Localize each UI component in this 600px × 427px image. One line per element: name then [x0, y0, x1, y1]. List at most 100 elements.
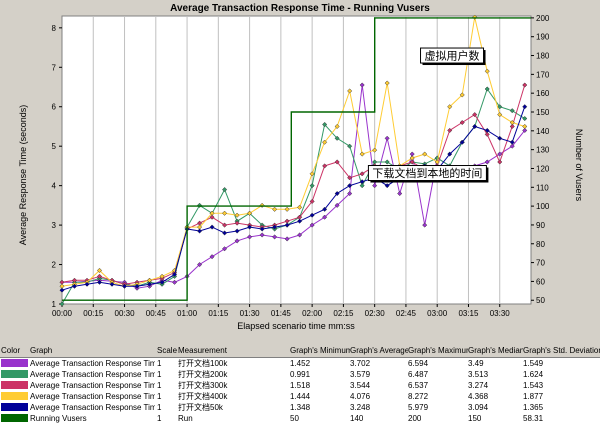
series-point: [297, 204, 303, 210]
header-measurement[interactable]: Measurement: [178, 346, 227, 355]
graph-cell: Average Transaction Response Time: [30, 403, 155, 412]
color-swatch: [1, 414, 28, 422]
series-point: [497, 112, 503, 118]
minimum-cell: 1.348: [290, 403, 311, 412]
series-point: [197, 202, 203, 208]
legend-row[interactable]: Average Transaction Response Time 1 打开文档…: [0, 391, 600, 402]
series-point: [347, 190, 353, 197]
series-point: [322, 163, 328, 169]
series-point: [259, 226, 265, 232]
median-cell: 3.094: [468, 403, 489, 412]
header-maximum[interactable]: Graph's Maximum: [408, 346, 468, 355]
series-point: [259, 232, 265, 238]
measurement-cell: 打开文档400k: [178, 392, 228, 401]
annotation-callout: 虚拟用户数: [420, 47, 486, 66]
series-point: [59, 301, 65, 307]
x-tick-label: 01:15: [208, 309, 229, 318]
series-line: [61, 17, 525, 287]
y2-tick-label: 70: [536, 259, 545, 268]
series-point: [447, 104, 453, 110]
x-tick-label: 02:45: [396, 309, 417, 318]
series-point: [509, 119, 515, 126]
y-tick-label: 6: [52, 103, 57, 112]
series-point: [359, 82, 365, 88]
series-point: [297, 218, 303, 224]
series-point: [222, 222, 228, 228]
series-point: [209, 210, 215, 216]
axes: 00:00 00:15 00:30 00:45 01:00 01:15 01:30 01:45…: [52, 14, 550, 318]
series-point: [222, 230, 228, 236]
series-point: [459, 92, 465, 98]
series-point: [334, 123, 340, 130]
series-point: [422, 222, 428, 228]
legend-row[interactable]: Running Vusers 1 Run 50 140 200 150 58.3…: [0, 413, 600, 424]
median-cell: 3.49: [468, 359, 484, 368]
header-scale[interactable]: Scale: [157, 346, 177, 355]
scale-cell: 1: [157, 403, 162, 412]
series-point: [209, 224, 215, 230]
minimum-cell: 0.991: [290, 370, 311, 379]
minimum-cell: 1.518: [290, 381, 311, 390]
measurement-cell: Run: [178, 414, 193, 423]
series-point: [322, 121, 328, 128]
legend-row[interactable]: Average Transaction Response Time 1 打开文档…: [0, 358, 600, 369]
y-axis-label: Average Response Time (seconds): [18, 105, 28, 245]
header-average[interactable]: Graph's Average: [350, 346, 408, 355]
series-point: [384, 80, 390, 86]
series-point: [59, 287, 65, 293]
series-point: [172, 271, 178, 277]
series-point: [209, 254, 215, 260]
std-deviation-cell: 1.877: [523, 392, 544, 401]
series-point: [84, 281, 90, 287]
maximum-cell: 6.594: [408, 359, 429, 368]
x-tick-label: 00:45: [146, 309, 167, 318]
series-point: [522, 116, 528, 122]
y2-tick-label: 80: [536, 240, 545, 249]
series-point: [309, 222, 315, 228]
x-tick-label: 01:30: [240, 309, 261, 318]
median-cell: 150: [468, 414, 482, 423]
minimum-cell: 1.452: [290, 359, 311, 368]
series-point: [484, 127, 490, 133]
annotation-box: [367, 165, 487, 182]
series-point: [484, 68, 490, 74]
legend-row[interactable]: Average Transaction Response Time 1 打开文档…: [0, 380, 600, 391]
legend-row[interactable]: Average Transaction Response Time 1 打开文档…: [0, 402, 600, 413]
average-cell: 3.544: [350, 381, 371, 390]
color-swatch: [1, 359, 28, 367]
series-point: [322, 206, 328, 212]
series-point: [334, 202, 340, 208]
graph-cell: Average Transaction Response Time: [30, 392, 155, 401]
header-median[interactable]: Graph's Median: [468, 346, 523, 355]
series-point: [372, 147, 378, 153]
y2-tick-label: 140: [536, 127, 550, 136]
series-point: [384, 159, 390, 165]
measurement-cell: 打开文档50k: [178, 403, 223, 412]
header-std-deviation[interactable]: Graph's Std. Deviation: [523, 346, 600, 355]
series-point: [509, 108, 515, 114]
y-tick-label: 1: [52, 300, 57, 309]
y2-tick-label: 90: [536, 221, 545, 230]
chart-title: Average Transaction Response Time - Runn…: [170, 3, 430, 14]
header-graph[interactable]: Graph: [30, 346, 53, 355]
annotation-text: 虚拟用户数: [425, 49, 480, 63]
legend-row[interactable]: Average Transaction Response Time 1 打开文档…: [0, 369, 600, 380]
x-tick-label: 03:00: [427, 309, 448, 318]
series-point: [497, 135, 503, 141]
series-point: [347, 175, 353, 181]
average-cell: 3.248: [350, 403, 371, 412]
scale-cell: 1: [157, 392, 162, 401]
header-minimum[interactable]: Graph's Minimum: [290, 346, 350, 355]
series-point: [334, 135, 340, 141]
series-point: [347, 183, 353, 189]
x-tick-label: 00:00: [52, 309, 73, 318]
header-color[interactable]: Color: [1, 346, 21, 355]
series-point: [497, 104, 503, 110]
y2-tick-label: 120: [536, 164, 550, 173]
series-point: [159, 279, 165, 285]
median-cell: 3.513: [468, 370, 489, 379]
x-tick-label: 03:30: [490, 309, 511, 318]
series-group: [62, 17, 531, 301]
series-point: [359, 183, 365, 189]
